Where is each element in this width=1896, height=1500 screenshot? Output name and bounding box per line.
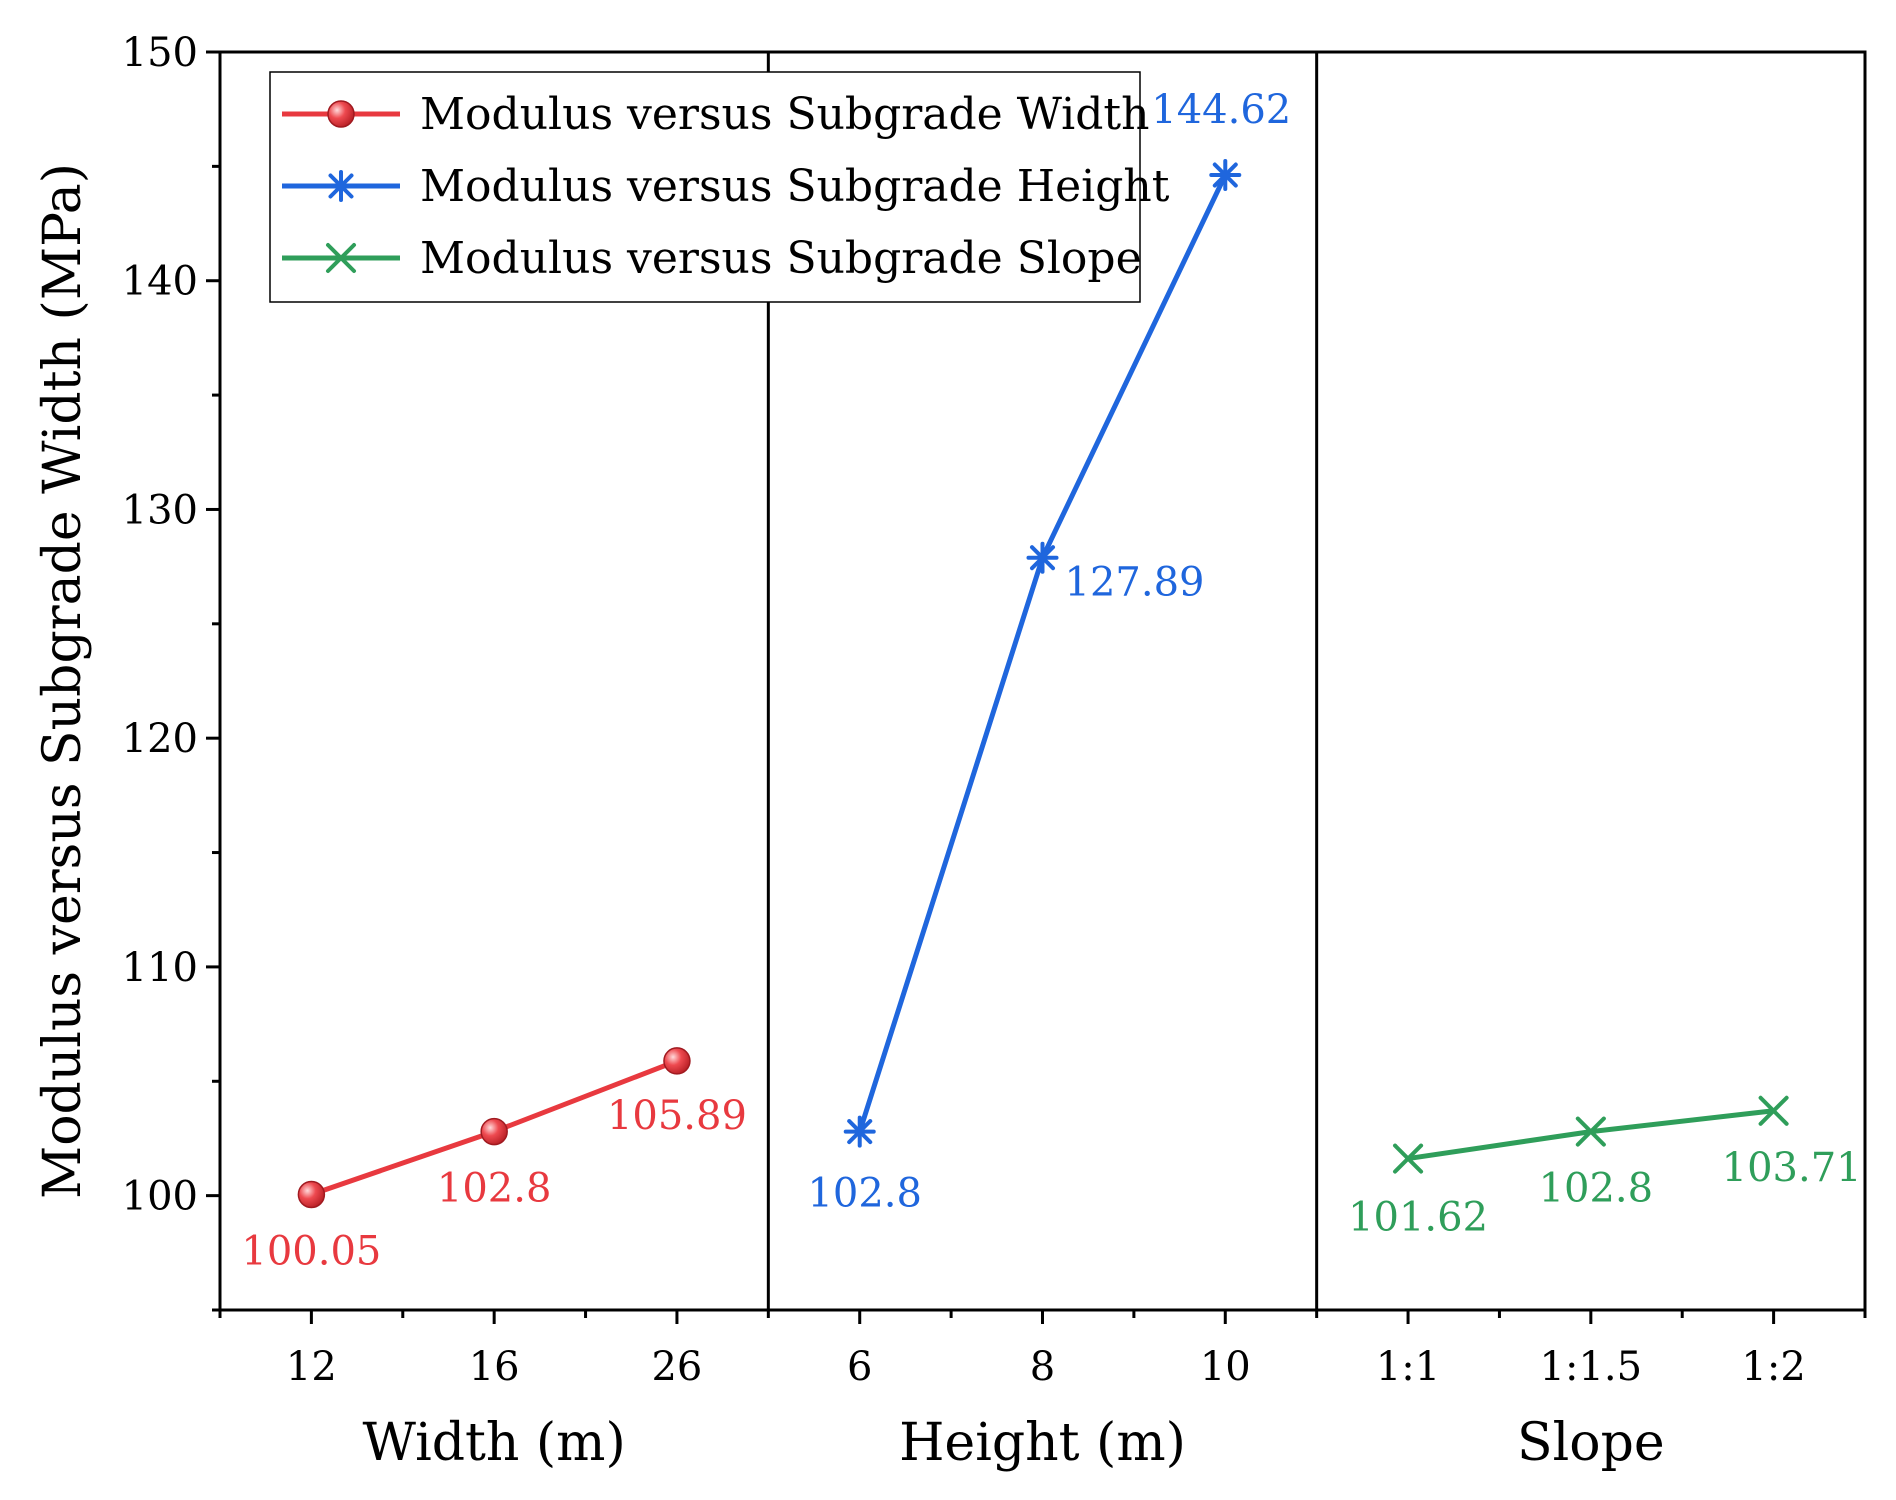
data-label: 103.71 bbox=[1722, 1145, 1862, 1191]
data-point bbox=[297, 1180, 326, 1209]
data-label: 100.05 bbox=[241, 1228, 381, 1274]
data-point bbox=[663, 1047, 691, 1075]
x-axis-title: Width (m) bbox=[363, 1413, 626, 1473]
y-tick-label: 100 bbox=[122, 1174, 198, 1220]
x-stroke bbox=[1758, 1095, 1789, 1126]
series-2 bbox=[1393, 1095, 1789, 1174]
x-stroke bbox=[326, 243, 356, 273]
data-label: 101.62 bbox=[1348, 1195, 1488, 1241]
legend-label: Modulus versus Subgrade Slope bbox=[420, 233, 1142, 284]
data-point bbox=[843, 1115, 876, 1148]
series-line bbox=[857, 173, 1228, 1133]
series-0 bbox=[297, 1047, 691, 1209]
x-axis-title: Slope bbox=[1517, 1413, 1665, 1473]
data-label: 144.62 bbox=[1151, 87, 1291, 133]
legend-label: Modulus versus Subgrade Width bbox=[420, 89, 1149, 140]
data-label: 102.8 bbox=[807, 1171, 922, 1217]
data-label: 105.89 bbox=[607, 1093, 747, 1139]
x-tick-label: 1:2 bbox=[1741, 1344, 1805, 1390]
x-tick-label: 12 bbox=[286, 1344, 337, 1390]
data-point bbox=[1026, 541, 1059, 574]
series-line bbox=[1407, 1108, 1774, 1162]
asterisk-stroke bbox=[1030, 545, 1055, 571]
x-tick-label: 8 bbox=[1030, 1344, 1055, 1390]
data-label: 102.8 bbox=[1539, 1166, 1654, 1212]
legend-item: Modulus versus Subgrade Height bbox=[282, 161, 1170, 212]
x-tick-label: 10 bbox=[1200, 1344, 1251, 1390]
series-1 bbox=[843, 159, 1242, 1148]
axis-ticks: 100 110 120 130 140 150 12 16 26 Width (m) 6 8 10 Hei… bbox=[33, 30, 1867, 1473]
asterisk-stroke bbox=[847, 1119, 873, 1145]
legend-marker bbox=[326, 243, 356, 273]
x-tick-label: 16 bbox=[469, 1344, 520, 1390]
legend-item: Modulus versus Subgrade Slope bbox=[282, 233, 1142, 284]
series-layer bbox=[297, 159, 1789, 1209]
x-tick-label: 1:1.5 bbox=[1540, 1344, 1643, 1390]
legend-marker bbox=[325, 170, 357, 202]
data-point bbox=[1758, 1095, 1789, 1126]
y-tick-label: 110 bbox=[122, 945, 198, 991]
data-label: 127.89 bbox=[1065, 560, 1205, 606]
data-point bbox=[1575, 1116, 1606, 1147]
legend-label: Modulus versus Subgrade Height bbox=[420, 161, 1170, 212]
data-point bbox=[1209, 159, 1242, 192]
x-stroke bbox=[1393, 1143, 1424, 1174]
asterisk-stroke bbox=[328, 173, 354, 199]
asterisk-stroke bbox=[1212, 162, 1238, 188]
x-tick-label: 1:1 bbox=[1376, 1344, 1440, 1390]
x-tick-label: 6 bbox=[847, 1344, 872, 1390]
y-tick-label: 120 bbox=[122, 716, 198, 762]
y-tick-label: 140 bbox=[122, 259, 198, 305]
x-tick-label: 26 bbox=[651, 1344, 702, 1390]
data-label: 102.8 bbox=[437, 1166, 552, 1212]
data-labels: 100.05 102.8 105.89 102.8 127.89 144.62 101.62… bbox=[241, 87, 1861, 1274]
y-axis-title: Modulus versus Subgrade Width (MPa) bbox=[33, 163, 93, 1199]
legend: Modulus versus Subgrade Width Modulus ver… bbox=[269, 71, 1170, 303]
y-tick-label: 130 bbox=[122, 487, 198, 533]
legend-box bbox=[269, 71, 1141, 303]
legend-item: Modulus versus Subgrade Width bbox=[282, 89, 1149, 140]
y-tick-label: 150 bbox=[122, 30, 198, 76]
data-point bbox=[480, 1117, 508, 1146]
legend-marker bbox=[327, 100, 355, 128]
x-stroke bbox=[1575, 1116, 1606, 1147]
x-axis-title: Height (m) bbox=[899, 1413, 1186, 1473]
data-point bbox=[1393, 1143, 1424, 1174]
